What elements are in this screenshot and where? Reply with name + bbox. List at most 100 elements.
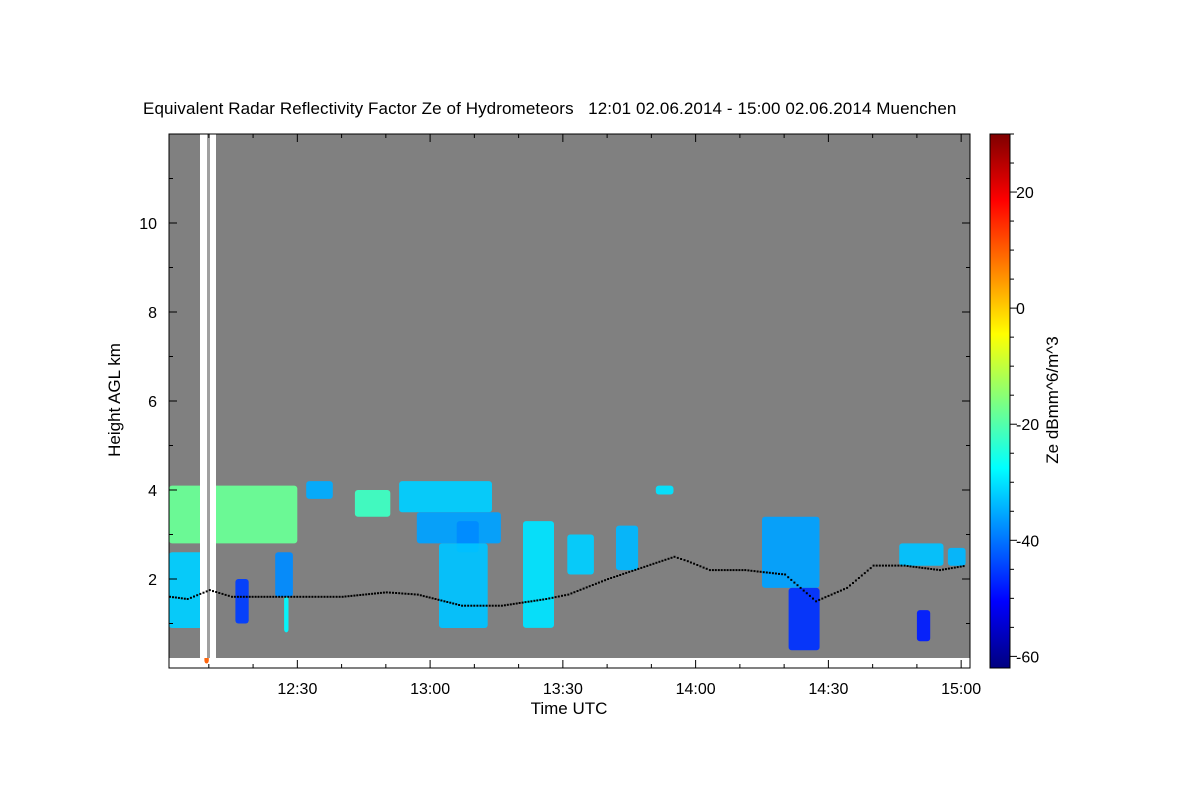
boundary-layer-point [257,595,260,598]
boundary-layer-point [362,593,365,596]
boundary-layer-point [377,592,379,595]
boundary-layer-point [830,593,833,596]
x-tick-label: 14:30 [808,681,848,698]
boundary-layer-point [539,598,542,601]
boundary-layer-point [640,566,643,569]
boundary-layer-point [808,594,811,597]
boundary-layer-point [263,595,266,598]
boundary-layer-point [347,595,350,598]
boundary-layer-point [765,571,768,574]
boundary-layer-point [699,565,702,568]
boundary-layer-point [388,591,391,594]
boundary-layer-point [392,591,394,594]
boundary-layer-point [413,593,416,596]
boundary-layer-point [729,569,732,572]
boundary-layer-point [781,573,784,576]
boundary-layer-point [503,604,506,607]
boundary-layer-point [308,595,311,598]
boundary-layer-point [921,566,924,569]
boundary-layer-point [796,584,799,587]
boundary-layer-point [585,586,588,589]
boundary-layer-point [944,568,947,571]
boundary-layer-point [753,570,756,573]
boundary-layer-point [248,595,251,598]
boundary-layer-line [169,555,965,607]
boundary-layer-point [382,591,385,594]
boundary-layer-point [554,596,557,599]
boundary-layer-point [407,592,410,595]
boundary-layer-point [649,563,652,566]
colorbar-tick-label: -40 [1016,533,1039,550]
boundary-layer-point [878,564,881,567]
boundary-layer-point [215,591,218,593]
boundary-layer-point [425,595,428,598]
boundary-layer-point [619,574,622,576]
boundary-layer-point [686,560,689,563]
echo-cell [899,543,944,566]
boundary-layer-point [464,604,467,607]
boundary-layer-point [527,600,530,603]
colorbar [989,133,1011,669]
boundary-layer-point [518,602,521,604]
boundary-layer-point [735,569,738,572]
boundary-layer-point [260,595,263,598]
boundary-layer-point [588,585,591,588]
boundary-layer-point [906,565,909,567]
boundary-layer-point [317,595,320,598]
boundary-layer-point [356,594,359,597]
boundary-layer-point [205,590,208,593]
boundary-layer-point [768,571,771,574]
boundary-layer-point [821,597,824,600]
boundary-layer-point [302,595,305,598]
echo-cell [788,587,820,651]
boundary-layer-point [676,556,679,559]
boundary-layer-point [570,592,573,595]
x-tick-label: 13:30 [543,681,583,698]
echo-cell [169,485,298,544]
boundary-layer-point [756,570,759,573]
boundary-layer-point [476,604,479,607]
boundary-layer-point [443,600,446,603]
boundary-layer-point [275,595,278,598]
boundary-layer-point [857,577,860,579]
boundary-layer-point [437,598,440,601]
boundary-layer-point [189,596,192,599]
boundary-layer-point [634,568,637,571]
boundary-layer-point [597,581,600,584]
boundary-layer-point [793,581,796,584]
boundary-layer-point [959,565,962,568]
echo-cell [655,485,674,495]
boundary-layer-point [193,595,195,598]
colorbar-tick-label: -60 [1016,649,1039,666]
boundary-layer-point [680,558,683,560]
boundary-layer-point [744,569,747,572]
boundary-layer-point [582,587,585,590]
boundary-layer-point [655,561,658,564]
boundary-layer-point [458,604,461,606]
boundary-layer-point [174,596,177,599]
boundary-layer-point [717,569,720,572]
boundary-layer-point [320,595,323,598]
boundary-layer-point [180,597,183,600]
boundary-layer-point [379,591,382,594]
boundary-layer-point [242,595,245,598]
boundary-layer-point [323,595,326,598]
boundary-layer-point [311,595,314,598]
boundary-layer-point [708,569,711,572]
boundary-layer-point [939,569,941,572]
boundary-layer-point [579,588,582,591]
boundary-layer-point [305,595,308,598]
boundary-layer-point [726,569,729,572]
boundary-layer-point [927,567,930,570]
boundary-layer-point [281,595,284,598]
boundary-layer-point [854,579,857,582]
boundary-layer-point [881,564,884,567]
boundary-layer-point [515,602,518,605]
boundary-layer-point [962,565,965,568]
boundary-layer-point [843,588,845,591]
boundary-layer-point [473,604,476,607]
boundary-layer-point [551,596,554,599]
boundary-layer-point [909,565,912,568]
boundary-layer-point [869,567,872,570]
boundary-layer-point [269,595,272,598]
